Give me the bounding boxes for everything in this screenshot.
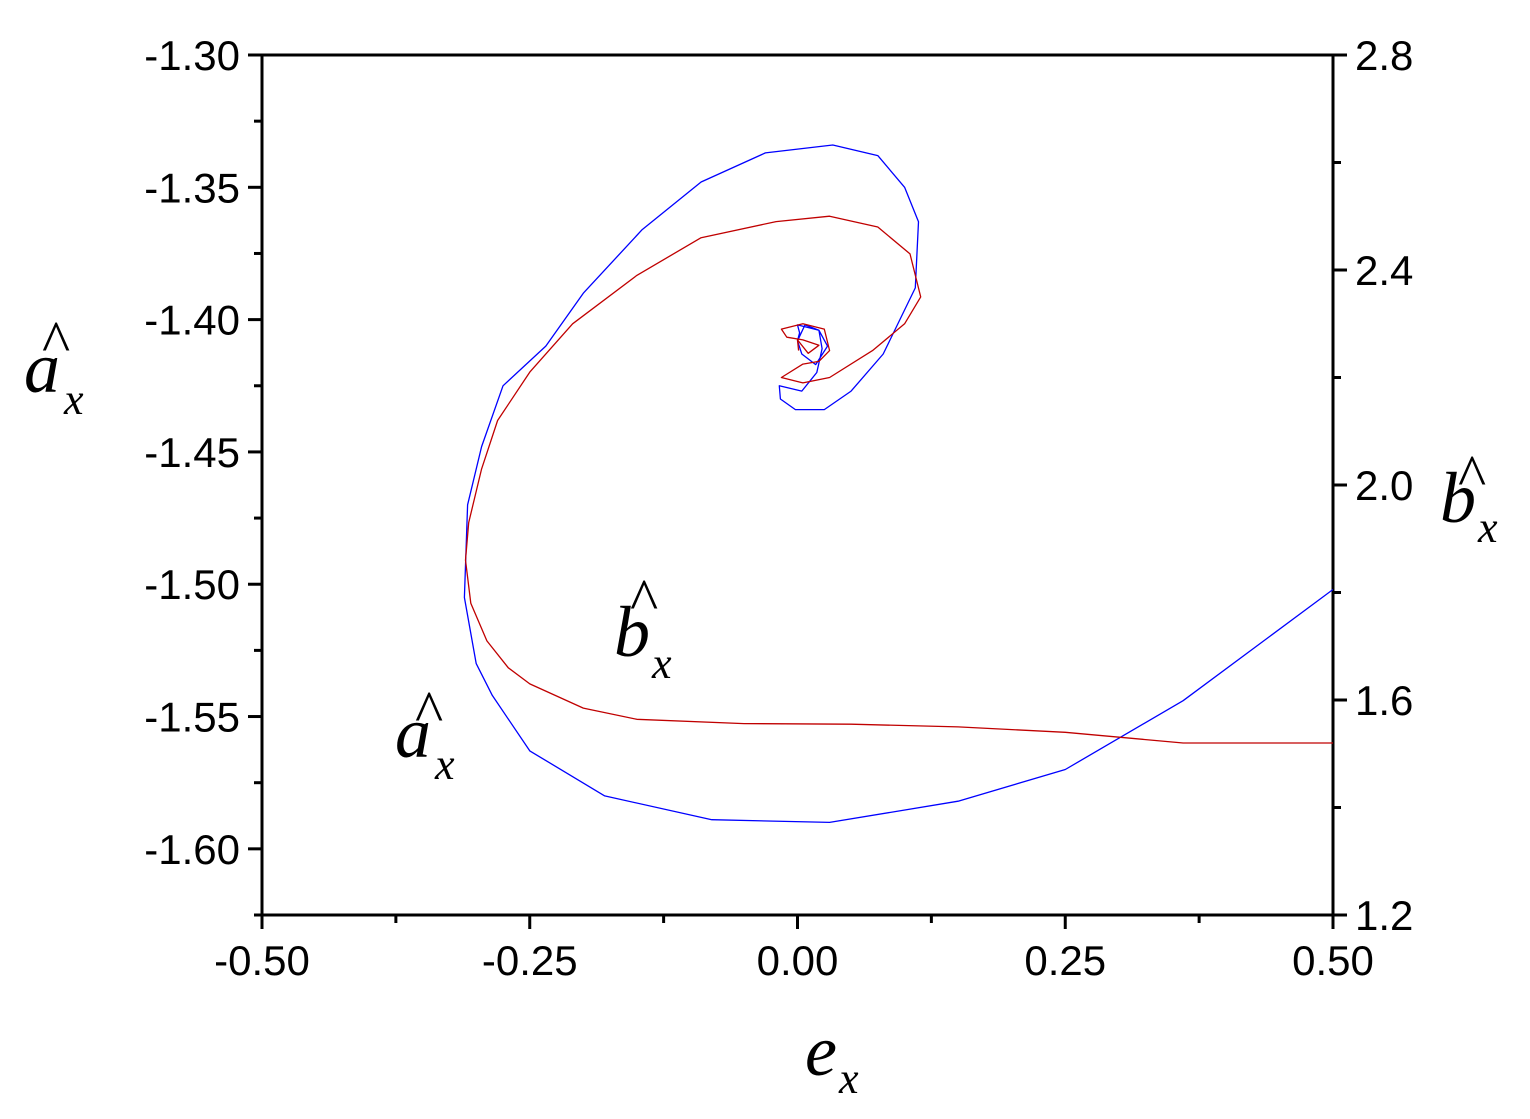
plot-frame bbox=[260, 53, 1335, 917]
y-right-title-hat: ^ bbox=[1458, 443, 1486, 509]
y-left-tick-label: -1.45 bbox=[144, 429, 240, 476]
y-left-tick-label: -1.50 bbox=[144, 561, 240, 608]
series-line-b bbox=[463, 144, 1333, 824]
x-tick-label: 0.50 bbox=[1292, 937, 1374, 984]
y-left-tick-label: -1.35 bbox=[144, 164, 240, 211]
series-line-a bbox=[464, 215, 1333, 744]
x-tick-label: 0.00 bbox=[757, 937, 839, 984]
y-right-tick-label: 1.2 bbox=[1355, 892, 1413, 939]
tick-labels: -0.50 -0.25 0.00 0.25 0.50 -1.30 -1.35 -1.40 -1.… bbox=[144, 32, 1413, 984]
svg-text:bx: bx bbox=[1440, 458, 1498, 552]
y-left-tick-label: -1.60 bbox=[144, 826, 240, 873]
y-left-title-hat: ^ bbox=[42, 309, 70, 375]
y-left-tick-label: -1.30 bbox=[144, 32, 240, 79]
x-axis-title: ex bbox=[805, 1011, 859, 1103]
svg-text:ax: ax bbox=[24, 328, 84, 424]
tick-marks bbox=[248, 53, 1347, 929]
y-right-tick-label: 2.8 bbox=[1355, 32, 1413, 79]
annotation-a-hat: ^ bbox=[415, 679, 443, 745]
svg-text:bx: bx bbox=[614, 592, 672, 688]
svg-text:ax: ax bbox=[395, 693, 455, 789]
y-right-tick-label: 2.4 bbox=[1355, 247, 1413, 294]
y-right-tick-label: 2.0 bbox=[1355, 462, 1413, 509]
x-tick-label: -0.50 bbox=[214, 937, 310, 984]
x-tick-label: 0.25 bbox=[1024, 937, 1106, 984]
y-left-tick-label: -1.55 bbox=[144, 694, 240, 741]
series-layer bbox=[463, 144, 1333, 824]
x-tick-label: -0.25 bbox=[482, 937, 578, 984]
y-left-axis-title: ^ ax bbox=[24, 309, 84, 424]
annotation-b-hat: ^ bbox=[630, 567, 658, 633]
y-left-tick-label: -1.40 bbox=[144, 297, 240, 344]
y-right-axis-title: ^ bx bbox=[1440, 443, 1498, 552]
annotation-a: ^ ax bbox=[395, 679, 455, 789]
y-right-tick-label: 1.6 bbox=[1355, 677, 1413, 724]
annotation-b: ^ bx bbox=[614, 567, 672, 688]
